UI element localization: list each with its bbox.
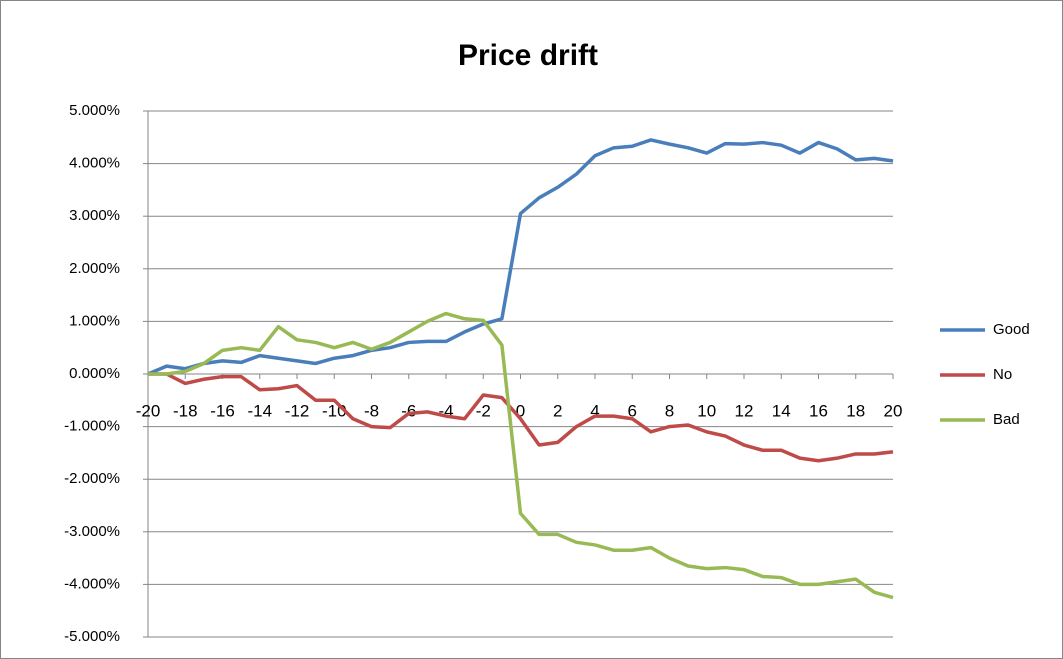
legend-label: Good — [993, 321, 1030, 338]
x-tick-label: 6 — [628, 401, 637, 420]
x-tick-label: -16 — [210, 401, 235, 420]
y-tick-label: -1.000% — [64, 418, 120, 435]
series-line — [148, 311, 894, 600]
x-tick-label: 20 — [884, 401, 903, 420]
x-tick-label: 16 — [809, 401, 828, 420]
y-tick-label: -2.000% — [64, 470, 120, 487]
y-tick-label: 0.000% — [69, 365, 120, 382]
y-tick-label: 1.000% — [69, 312, 120, 329]
y-tick-label: 5.000% — [69, 102, 120, 119]
legend-label: Bad — [993, 411, 1020, 428]
y-tick-label: -3.000% — [64, 523, 120, 540]
y-tick-label: -5.000% — [64, 628, 120, 645]
y-tick-label: 4.000% — [69, 155, 120, 172]
x-tick-label: 18 — [846, 401, 865, 420]
series-line — [147, 138, 894, 376]
y-tick-label: 2.000% — [69, 260, 120, 277]
x-tick-label: 14 — [772, 401, 791, 420]
x-tick-label: -8 — [364, 401, 379, 420]
y-tick-label: 3.000% — [69, 207, 120, 224]
series-line — [148, 372, 894, 463]
x-tick-label: 10 — [697, 401, 716, 420]
x-tick-label: -12 — [285, 401, 310, 420]
x-tick-label: -18 — [173, 401, 198, 420]
x-tick-label: 12 — [735, 401, 754, 420]
x-tick-label: 0 — [516, 401, 525, 420]
x-tick-label: 4 — [590, 401, 599, 420]
x-tick-label: 8 — [665, 401, 674, 420]
legend-label: No — [993, 366, 1012, 383]
chart-title: Price drift — [458, 39, 598, 72]
x-tick-label: -2 — [476, 401, 491, 420]
x-tick-label: -14 — [247, 401, 272, 420]
x-tick-label: -20 — [136, 401, 161, 420]
y-tick-label: -4.000% — [64, 575, 120, 592]
x-tick-label: 2 — [553, 401, 562, 420]
